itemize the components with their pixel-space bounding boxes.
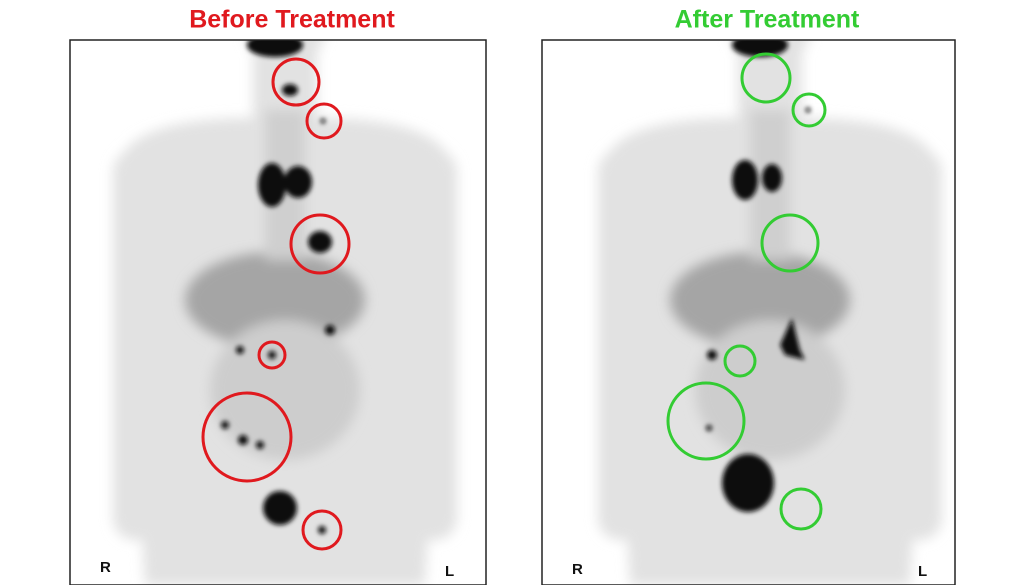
side-label: R	[100, 559, 111, 576]
side-label: L	[445, 563, 454, 580]
scan-after: R L	[541, 39, 956, 585]
side-label: R	[572, 561, 583, 578]
side-label: L	[918, 563, 927, 580]
panel-title: Before Treatment	[189, 6, 395, 34]
panel-title: After Treatment	[675, 6, 860, 34]
scan-before: R L	[69, 39, 487, 585]
